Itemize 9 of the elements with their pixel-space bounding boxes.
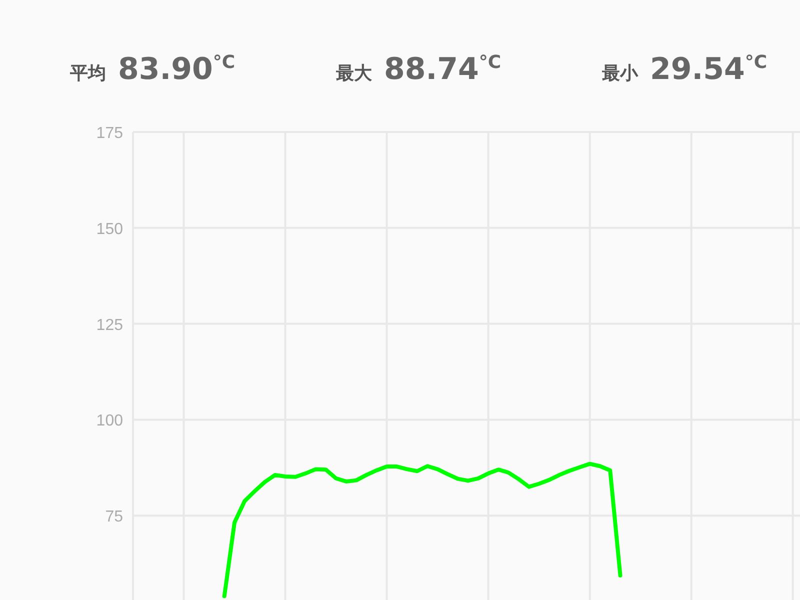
line-series [222, 462, 622, 598]
y-tick-label: 100 [96, 412, 124, 430]
y-tick-label: 175 [96, 125, 124, 142]
text: 平均 83.90$^{°C}$ [70, 52, 236, 87]
text: 最小 29.54$^{°C}$ [602, 52, 768, 87]
y-tick-label: 150 [96, 220, 124, 238]
text: 最大 88.74$^{°C}$ [336, 52, 502, 87]
y-tick-label: 125 [96, 316, 124, 334]
y-tick-label: 75 [105, 508, 124, 526]
